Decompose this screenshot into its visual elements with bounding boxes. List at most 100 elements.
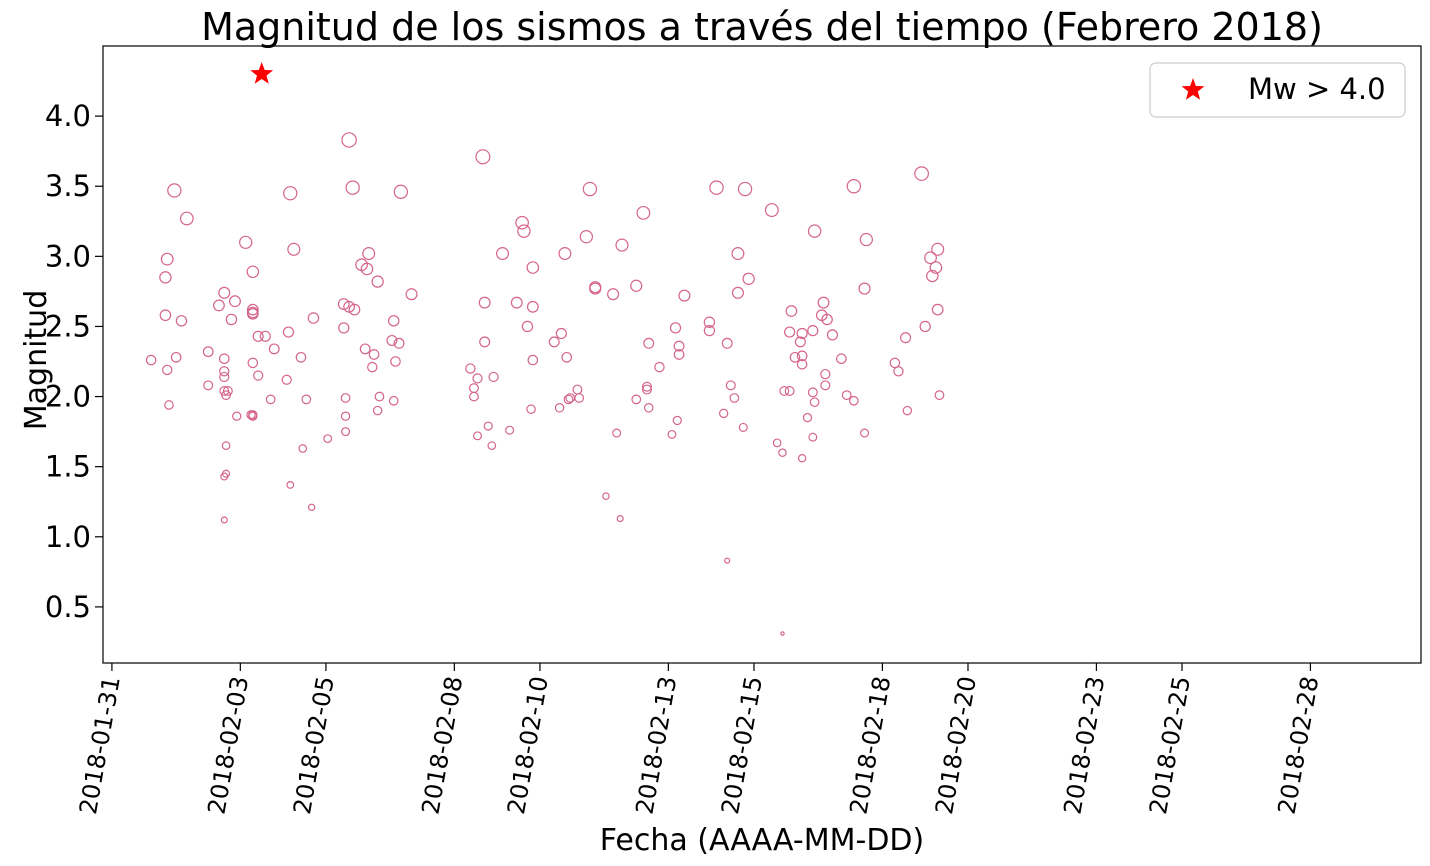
event-point [483, 421, 493, 431]
event-point [667, 429, 677, 439]
event-point [222, 385, 233, 396]
event-point [558, 247, 572, 261]
event-point [247, 357, 259, 369]
event-point [159, 309, 172, 322]
event-point [246, 303, 259, 316]
event-point [368, 349, 380, 360]
event-point [526, 300, 539, 313]
event-point [390, 356, 401, 367]
event-point [914, 166, 929, 181]
event-point [386, 334, 398, 346]
event-point [469, 391, 479, 402]
event-point [286, 480, 295, 489]
event-point [221, 390, 231, 401]
event-point [232, 411, 242, 421]
event-point [572, 384, 583, 395]
event-point [301, 394, 312, 405]
event-point [259, 330, 271, 342]
event-point [631, 394, 642, 405]
event-point [167, 183, 182, 198]
event-point [919, 320, 931, 333]
event-point [362, 247, 376, 261]
event-point [479, 336, 491, 348]
event-point [247, 308, 259, 320]
event-point [778, 448, 787, 457]
event-point [574, 393, 585, 403]
event-point [371, 275, 384, 288]
event-point [808, 432, 818, 442]
x-tick-label: 2018-01-31 [74, 674, 126, 816]
event-point [561, 351, 573, 363]
x-tick-label: 2018-02-05 [288, 674, 340, 816]
event-point [307, 312, 320, 324]
event-point [802, 412, 813, 423]
event-point [246, 265, 260, 279]
event-point [796, 359, 808, 370]
event-point [678, 289, 691, 302]
event-point [809, 397, 820, 408]
event-point [820, 368, 831, 380]
event-point [221, 441, 231, 451]
x-tick-label: 2018-02-23 [1059, 674, 1111, 816]
event-point [737, 181, 753, 197]
event-point [220, 472, 229, 481]
event-point [924, 251, 937, 265]
event-point [219, 385, 230, 396]
event-point [521, 320, 534, 333]
event-point [926, 269, 939, 283]
event-point [465, 363, 476, 374]
event-point [607, 288, 620, 301]
event-point [239, 235, 253, 249]
event-point [162, 364, 173, 376]
event-point [654, 361, 665, 373]
event-point [612, 428, 622, 438]
event-point [616, 515, 624, 523]
event-point [772, 438, 782, 448]
event-point [160, 252, 174, 266]
event-point [473, 431, 483, 441]
event-point [703, 325, 716, 337]
event-point [340, 393, 351, 403]
event-point [393, 184, 409, 199]
event-point [796, 327, 808, 340]
event-point [807, 325, 819, 337]
event-point [738, 422, 748, 432]
event-point [337, 298, 350, 310]
event-point [934, 390, 945, 401]
event-point [281, 374, 292, 385]
event-point [721, 337, 733, 349]
legend-star-marker [1181, 78, 1205, 100]
event-point [374, 391, 385, 402]
event-point [405, 288, 418, 301]
event-point [554, 403, 565, 413]
event-point [582, 181, 598, 197]
event-point [372, 405, 383, 416]
data-points [145, 62, 945, 636]
event-point [846, 178, 862, 194]
event-point [785, 305, 798, 317]
event-point [784, 385, 795, 396]
event-point [265, 394, 276, 405]
event-point [718, 408, 729, 419]
x-tick-label: 2018-02-03 [202, 674, 254, 816]
event-point [282, 326, 295, 338]
x-tick-label: 2018-02-18 [844, 674, 896, 816]
event-point [902, 405, 913, 416]
chart-title: Magnitud de los sismos a través del tiem… [201, 5, 1323, 49]
y-axis-label: Magnitud [19, 290, 54, 430]
event-point [703, 316, 716, 328]
event-point [672, 415, 682, 426]
event-point [487, 441, 497, 451]
event-point [307, 503, 316, 512]
event-point [348, 303, 361, 316]
event-point [794, 336, 806, 348]
x-tick-label: 2018-02-10 [502, 674, 554, 816]
event-point [510, 296, 523, 309]
event-point [220, 516, 228, 524]
event-point [673, 349, 685, 360]
event-point [218, 353, 230, 365]
event-point [615, 238, 629, 252]
y-tick-label: 3.0 [45, 239, 91, 273]
event-point [784, 326, 796, 338]
event-point [817, 296, 830, 309]
